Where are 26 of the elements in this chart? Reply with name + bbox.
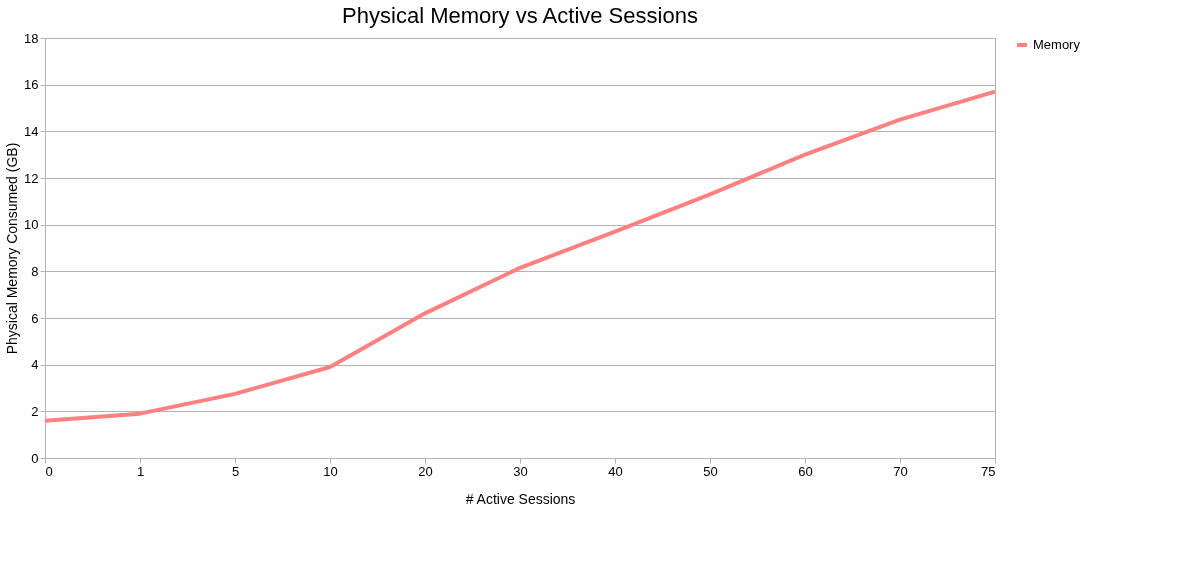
y-axis-title: Physical Memory Consumed (GB): [4, 142, 21, 355]
x-tick-label: 10: [323, 463, 338, 479]
x-tick-label: 0: [45, 463, 53, 479]
y-tick-label: 18: [24, 30, 39, 46]
y-tick-label: 4: [31, 357, 39, 373]
x-tick-label: 20: [418, 463, 433, 479]
x-tick-label: 70: [893, 463, 908, 479]
x-tick-label: 75: [981, 463, 996, 479]
x-tick-label: 40: [608, 463, 623, 479]
y-tick-label: 2: [31, 403, 39, 419]
y-tick-label: 16: [24, 77, 39, 93]
y-tick-label: 10: [24, 217, 39, 233]
x-tick-label: 30: [513, 463, 528, 479]
y-tick-label: 14: [24, 123, 39, 139]
x-tick-label: 1: [136, 463, 145, 479]
x-tick-label: 60: [798, 463, 813, 479]
x-tick-label: 5: [231, 463, 240, 479]
line-series: [43, 89, 997, 423]
y-tick-label: 6: [31, 310, 39, 326]
chart-title: Physical Memory vs Active Sessions: [342, 3, 698, 28]
y-tick-label: 12: [24, 170, 39, 186]
y-tick-label: 8: [31, 263, 39, 279]
y-tick-label: 0: [31, 450, 39, 466]
legend-label: Memory: [1033, 37, 1081, 52]
x-axis-title: # Active Sessions: [465, 490, 576, 507]
x-tick-label: 50: [703, 463, 718, 479]
